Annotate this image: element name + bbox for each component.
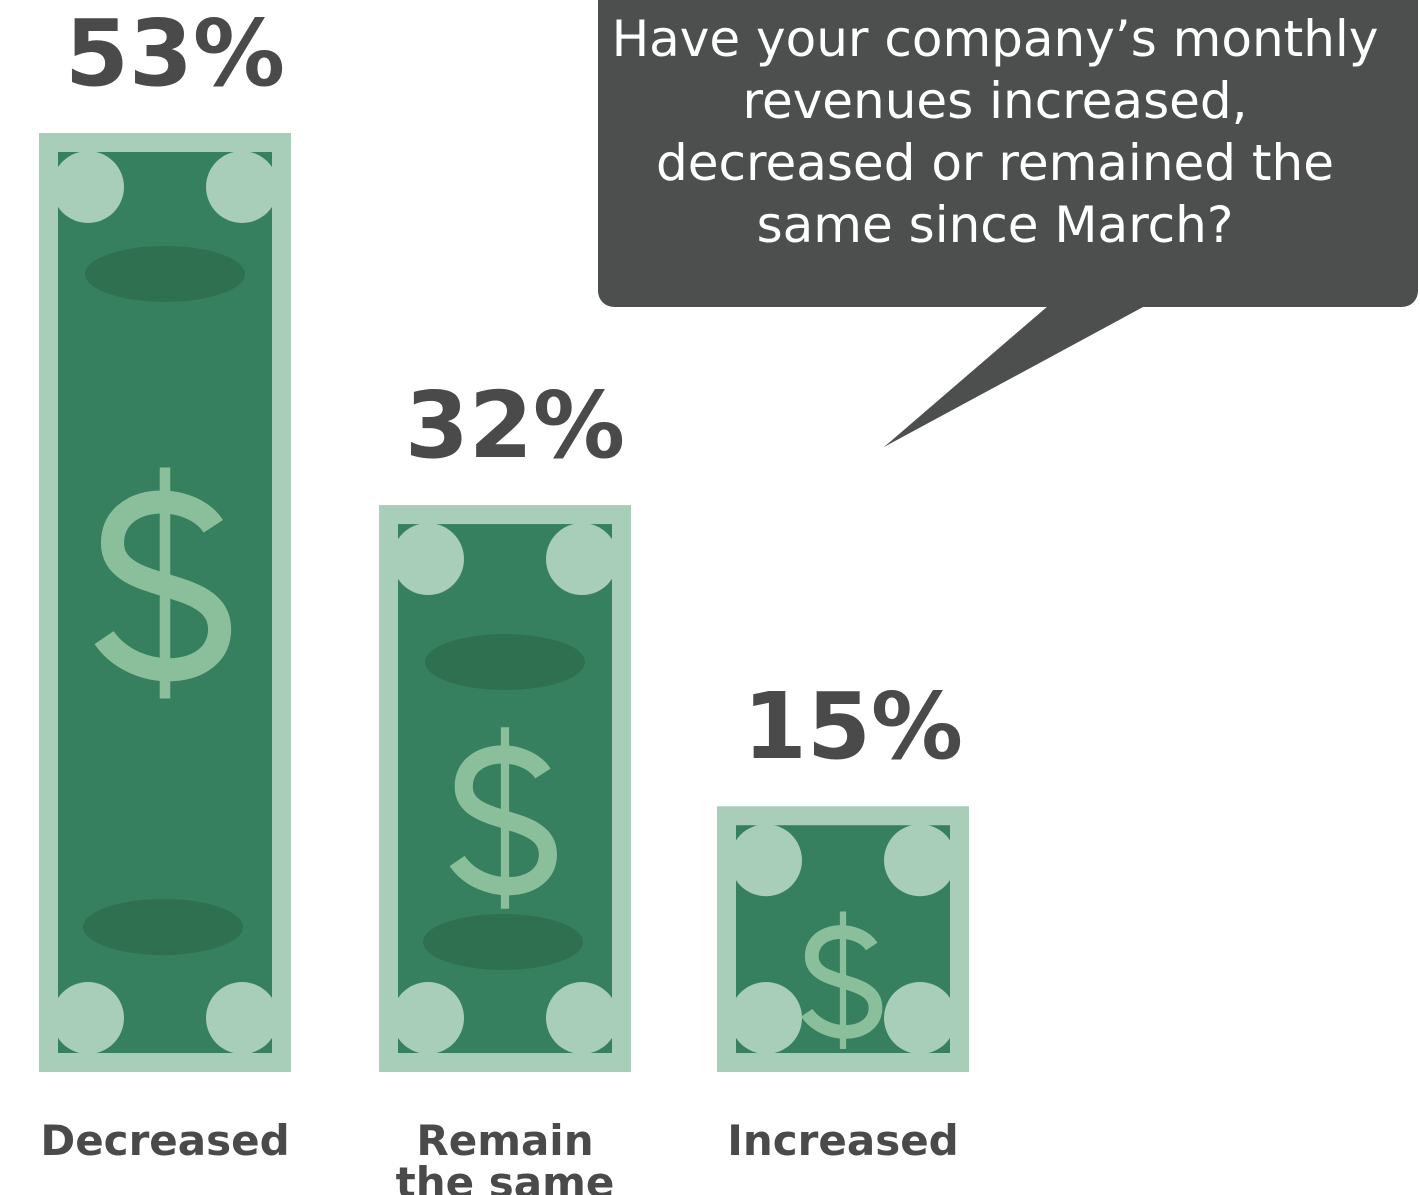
bill-corner <box>730 824 802 897</box>
bill <box>379 505 631 1072</box>
bill-oval <box>425 634 585 691</box>
speech-bubble <box>598 0 1418 307</box>
dollar-s <box>449 745 557 896</box>
dollar-sign <box>94 467 232 699</box>
category-label: Decreased <box>40 1116 290 1165</box>
bill <box>717 806 969 1072</box>
bill-oval <box>83 899 243 955</box>
bill-corner <box>206 982 278 1054</box>
bill-corner <box>884 982 956 1054</box>
bill-corner <box>730 982 802 1054</box>
category-label: Increased <box>727 1116 959 1165</box>
dollar-sign <box>449 727 557 909</box>
bill-oval <box>423 914 583 970</box>
bill-corner <box>392 982 464 1054</box>
category-label: Remain the same <box>395 1116 615 1195</box>
value-label: 15% <box>742 673 964 781</box>
bill-oval <box>85 246 245 302</box>
chart-title: Have your company’s monthly revenues inc… <box>611 10 1379 254</box>
value-label: 32% <box>404 372 626 480</box>
bill-corner <box>52 151 124 223</box>
bill-corner <box>884 824 956 897</box>
speech-bubble-tail <box>884 306 1145 447</box>
bill-corner <box>546 523 618 596</box>
bill <box>39 133 291 1072</box>
bill-corner <box>392 523 464 596</box>
bill-corner <box>206 151 278 223</box>
bill-corner <box>52 982 124 1054</box>
value-label: 53% <box>64 0 286 107</box>
dollar-sign <box>801 911 883 1049</box>
bill-corner <box>546 982 618 1054</box>
